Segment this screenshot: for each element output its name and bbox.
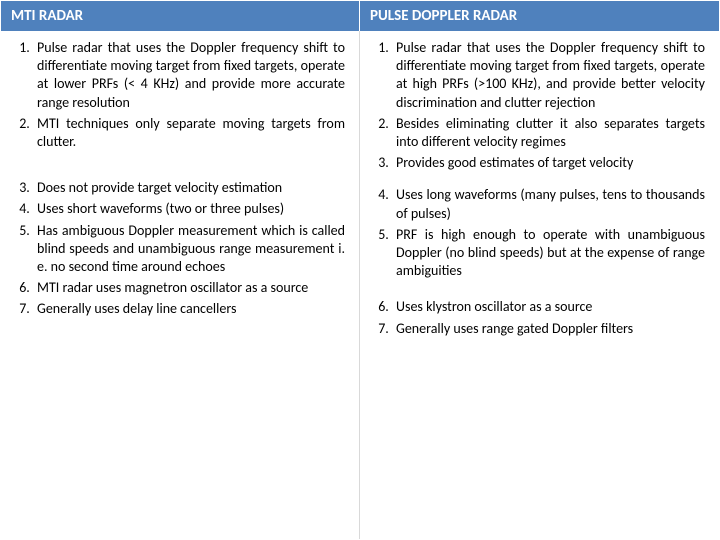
list-item: Besides eliminating clutter it also sepa… <box>392 115 705 151</box>
col-header-pulse-doppler: PULSE DOPPLER RADAR <box>360 1 719 31</box>
list-item: PRF is high enough to operate with unamb… <box>392 226 705 281</box>
list-item: Uses klystron oscillator as a source <box>392 298 705 316</box>
pulse-doppler-list: Pulse radar that uses the Doppler freque… <box>366 39 705 339</box>
table-body-row: Pulse radar that uses the Doppler freque… <box>1 31 719 539</box>
list-item: Generally uses delay line cancellers <box>33 300 345 318</box>
list-item: Pulse radar that uses the Doppler freque… <box>392 39 705 112</box>
mti-cell: Pulse radar that uses the Doppler freque… <box>1 31 360 539</box>
table-header-row: MTI RADAR PULSE DOPPLER RADAR <box>1 1 719 31</box>
col-header-mti: MTI RADAR <box>1 1 360 31</box>
list-item: Uses long waveforms (many pulses, tens t… <box>392 186 705 222</box>
list-item: MTI techniques only separate moving targ… <box>33 115 345 151</box>
list-item: Generally uses range gated Doppler filte… <box>392 320 705 338</box>
list-item: Does not provide target velocity estimat… <box>33 179 345 197</box>
list-item: Uses short waveforms (two or three pulse… <box>33 200 345 218</box>
list-item: Provides good estimates of target veloci… <box>392 154 705 172</box>
pulse-doppler-cell: Pulse radar that uses the Doppler freque… <box>360 31 719 539</box>
list-item: Has ambiguous Doppler measurement which … <box>33 222 345 277</box>
comparison-table: MTI RADAR PULSE DOPPLER RADAR Pulse rada… <box>0 0 720 540</box>
mti-list: Pulse radar that uses the Doppler freque… <box>7 39 345 318</box>
list-item: Pulse radar that uses the Doppler freque… <box>33 39 345 112</box>
list-item: MTI radar uses magnetron oscillator as a… <box>33 279 345 297</box>
